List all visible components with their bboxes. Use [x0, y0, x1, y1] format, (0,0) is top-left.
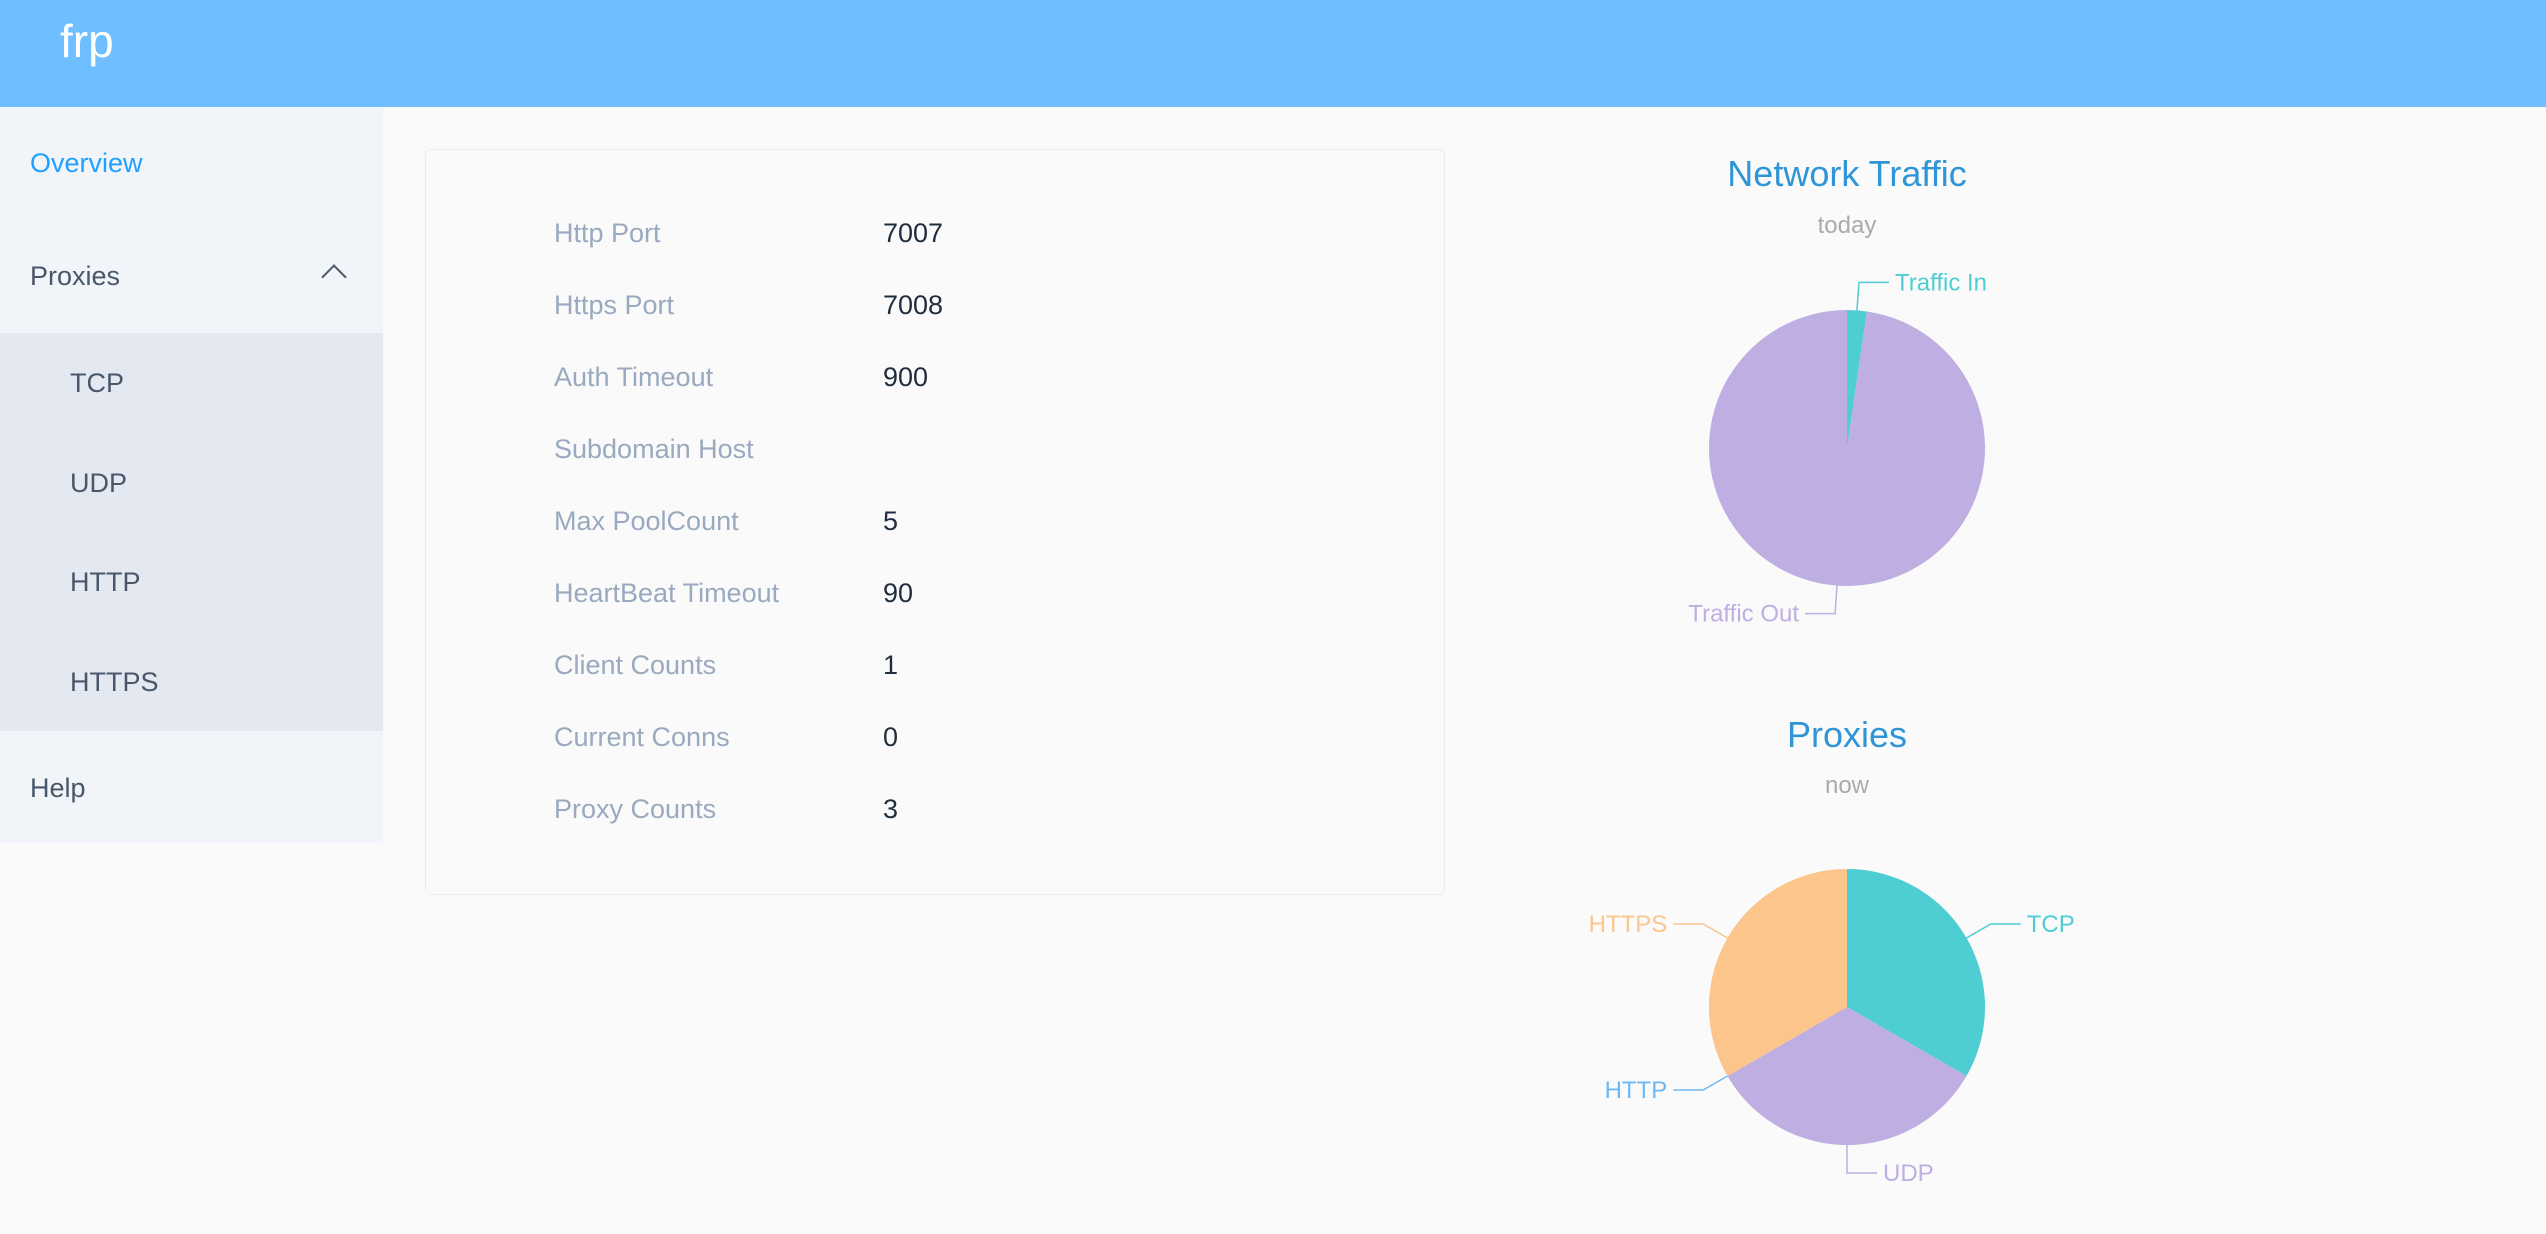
traffic-chart-subtitle: today	[1817, 212, 1877, 239]
info-label: Auth Timeout	[554, 362, 714, 392]
label-line-traffic-in	[1856, 281, 1889, 311]
label-line-tcp	[1966, 923, 2021, 939]
info-label: Https Port	[554, 290, 675, 320]
server-info-card: Http Port 7007 Https Port 7008 Auth Timeou…	[425, 149, 1445, 895]
info-label: Proxy Counts	[554, 794, 717, 824]
traffic-pie-chart: Traffic In Traffic Out	[1688, 269, 1987, 628]
info-label: Client Counts	[554, 650, 717, 680]
sidebar-item-help[interactable]: Help	[30, 773, 86, 803]
info-label: Current Conns	[554, 722, 730, 752]
sidebar-item-http[interactable]: HTTP	[70, 567, 141, 597]
info-value: 3	[883, 794, 899, 824]
sidebar-item-https[interactable]: HTTPS	[70, 667, 159, 697]
pie-slice-udp[interactable]	[1727, 1007, 1967, 1145]
pie-label-traffic-in: Traffic In	[1895, 269, 1987, 296]
info-label: Max PoolCount	[554, 506, 739, 536]
info-value: 0	[883, 722, 899, 752]
pie-slice-traffic-out[interactable]	[1709, 310, 1985, 586]
proxies-pie-chart: TCP UDP HTTP HTTPS	[1589, 869, 2075, 1187]
info-label: Http Port	[554, 218, 661, 248]
pie-slice-https[interactable]	[1709, 869, 1847, 1076]
top-header: frp	[0, 0, 2546, 107]
app-logo[interactable]: frp	[60, 15, 114, 67]
sidebar-item-label: Proxies	[30, 261, 121, 291]
pie-label-traffic-out: Traffic Out	[1688, 601, 1799, 628]
chevron-up-icon	[321, 264, 347, 290]
info-value: 7007	[883, 218, 944, 248]
label-line-udp	[1846, 1145, 1877, 1174]
proxies-chart-subtitle: now	[1824, 772, 1870, 799]
info-value: 1	[883, 650, 899, 680]
sidebar-item-proxies[interactable]: Proxies	[0, 226, 383, 326]
sidebar-item-tcp[interactable]: TCP	[70, 368, 124, 398]
pie-label-udp: UDP	[1883, 1160, 1934, 1187]
proxies-chart-title: Proxies	[1786, 714, 1908, 755]
pie-label-tcp: TCP	[2027, 911, 2075, 938]
info-value: 5	[883, 506, 899, 536]
info-value: 7008	[883, 290, 944, 320]
info-value: 90	[883, 578, 914, 608]
proxies-submenu: TCP UDP HTTP HTTPS	[0, 333, 383, 731]
sidebar: Overview Proxies TCP UDP HTTP HTTPS Help	[0, 107, 383, 843]
label-line-https	[1673, 923, 1728, 939]
info-label: HeartBeat Timeout	[554, 578, 780, 608]
info-label: Subdomain Host	[554, 434, 754, 464]
sidebar-item-overview[interactable]: Overview	[30, 148, 143, 178]
pie-slice-traffic-in[interactable]	[1847, 310, 1867, 448]
traffic-chart-title: Network Traffic	[1727, 153, 1967, 194]
label-line-traffic-out	[1805, 585, 1838, 615]
label-line-http	[1673, 1075, 1728, 1091]
pie-label-https: HTTPS	[1589, 911, 1668, 938]
pie-slice-tcp[interactable]	[1847, 869, 1985, 1076]
pie-label-http: HTTP	[1605, 1077, 1668, 1104]
sidebar-item-udp[interactable]: UDP	[70, 468, 128, 498]
info-value: 900	[883, 362, 929, 392]
